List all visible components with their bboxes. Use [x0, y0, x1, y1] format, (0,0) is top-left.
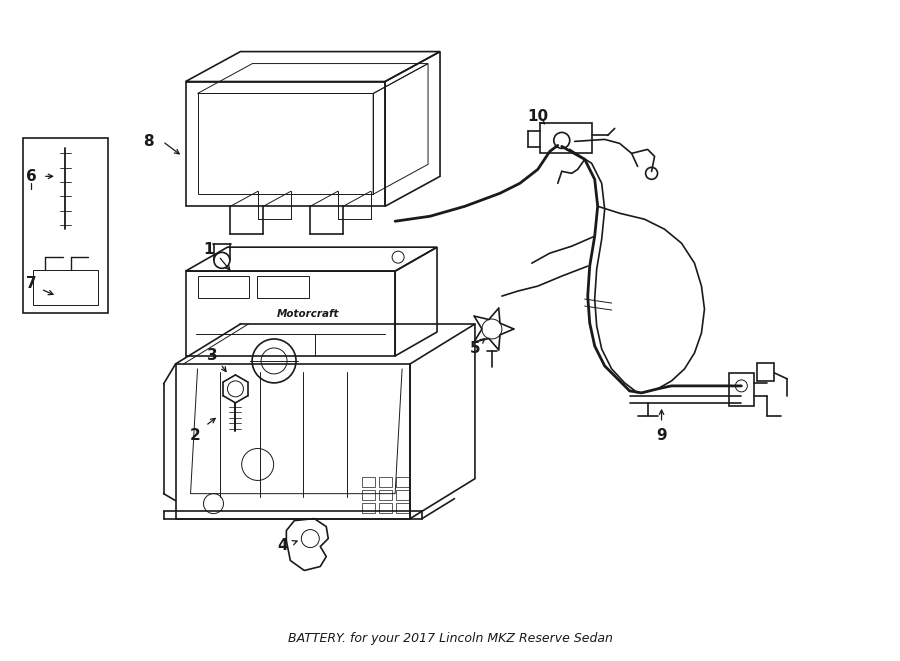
Text: 3: 3 — [207, 348, 218, 364]
Text: 10: 10 — [527, 109, 548, 124]
Text: 1: 1 — [203, 242, 214, 256]
Text: 7: 7 — [25, 276, 36, 291]
Text: 9: 9 — [656, 428, 667, 444]
Text: 8: 8 — [143, 134, 154, 149]
Text: Motorcraft: Motorcraft — [277, 309, 339, 319]
Text: 6: 6 — [25, 169, 36, 184]
Text: 2: 2 — [190, 428, 201, 444]
Text: 4: 4 — [277, 538, 288, 553]
Text: BATTERY. for your 2017 Lincoln MKZ Reserve Sedan: BATTERY. for your 2017 Lincoln MKZ Reser… — [288, 632, 612, 645]
Text: 5: 5 — [470, 342, 481, 356]
